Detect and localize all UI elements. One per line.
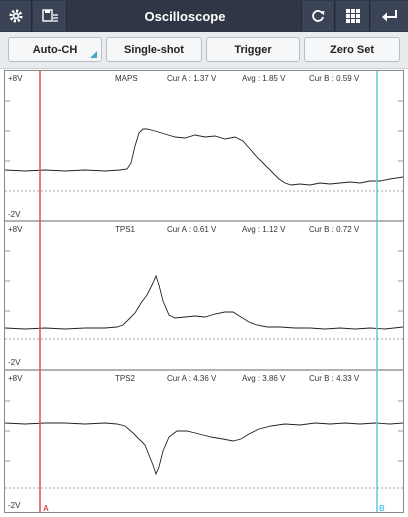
waveform-trace (5, 274, 403, 330)
scale-max-label: +8V (8, 74, 23, 83)
channel-maps: +8V -2V MAPS Cur A : 1.37 V Avg : 1.85 V… (5, 74, 403, 222)
scale-min-label: -2V (8, 358, 21, 367)
scale-max-label: +8V (8, 374, 23, 383)
channel-name: MAPS (115, 74, 138, 83)
grid-icon (345, 9, 360, 23)
top-bar: Oscilloscope (0, 0, 408, 32)
settings-button[interactable] (0, 1, 32, 31)
auto-ch-button[interactable]: Auto-CH (8, 37, 102, 62)
waveform-trace (5, 422, 403, 476)
refresh-icon (312, 10, 325, 22)
scale-min-label: -2V (8, 501, 21, 510)
zero-set-button[interactable]: Zero Set (304, 37, 400, 62)
cursor-a-value: Cur A : 0.61 V (167, 225, 217, 234)
cursor-b-label[interactable]: B (379, 504, 385, 512)
save-list-button[interactable] (33, 1, 67, 31)
cursor-a-value: Cur A : 1.37 V (167, 74, 217, 83)
average-value: Avg : 1.12 V (242, 225, 286, 234)
function-toolbar: Auto-CH Single-shot Trigger Zero Set (0, 32, 408, 69)
gear-icon (9, 9, 22, 23)
dropdown-corner-icon (90, 51, 97, 58)
channel-tps1: +8V -2V TPS1 Cur A : 0.61 V Avg : 1.12 V… (5, 225, 403, 371)
oscilloscope-display[interactable]: +8V -2V MAPS Cur A : 1.37 V Avg : 1.85 V… (4, 70, 404, 513)
grid-button[interactable] (336, 1, 370, 31)
single-shot-button[interactable]: Single-shot (106, 37, 202, 62)
waveform-trace (5, 128, 403, 186)
cursor-b-value: Cur B : 4.33 V (309, 374, 360, 383)
channel-name: TPS2 (115, 374, 136, 383)
channel-name: TPS1 (115, 225, 136, 234)
refresh-button[interactable] (301, 1, 335, 31)
page-title: Oscilloscope (144, 8, 226, 24)
back-button[interactable] (371, 1, 408, 31)
average-value: Avg : 3.86 V (242, 374, 286, 383)
save-list-icon (41, 9, 58, 22)
cursor-b-value: Cur B : 0.59 V (309, 74, 360, 83)
channel-tps2: +8V -2V TPS2 Cur A : 4.36 V Avg : 3.86 V… (5, 374, 403, 510)
back-icon (381, 10, 397, 22)
cursor-a-value: Cur A : 4.36 V (167, 374, 217, 383)
average-value: Avg : 1.85 V (242, 74, 286, 83)
auto-ch-label: Auto-CH (32, 43, 78, 56)
cursor-b-value: Cur B : 0.72 V (309, 225, 360, 234)
trigger-button[interactable]: Trigger (206, 37, 300, 62)
oscilloscope-canvas[interactable]: +8V -2V MAPS Cur A : 1.37 V Avg : 1.85 V… (5, 71, 403, 512)
scale-max-label: +8V (8, 225, 23, 234)
scale-min-label: -2V (8, 210, 21, 219)
cursor-a-label[interactable]: A (43, 504, 49, 512)
